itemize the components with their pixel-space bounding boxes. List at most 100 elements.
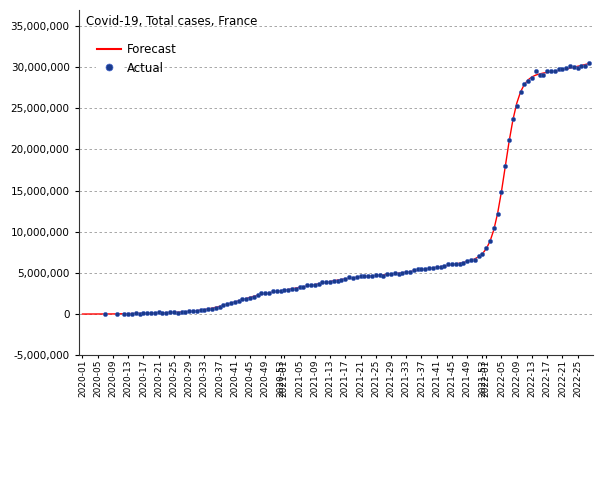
Actual xyxy=(374,272,384,279)
Actual xyxy=(180,309,190,316)
Forecast xyxy=(204,306,212,312)
Actual xyxy=(257,289,266,297)
Actual xyxy=(386,270,396,277)
Actual xyxy=(554,65,563,72)
Actual xyxy=(241,295,251,302)
Actual xyxy=(272,288,281,295)
Actual xyxy=(523,77,533,84)
Actual xyxy=(223,300,232,308)
Actual xyxy=(325,278,335,286)
Actual xyxy=(432,264,442,271)
Actual xyxy=(428,264,438,272)
Actual xyxy=(154,309,163,316)
Actual xyxy=(577,62,586,70)
Actual xyxy=(565,62,575,70)
Actual xyxy=(295,283,304,291)
Actual xyxy=(318,278,327,286)
Text: Covid-19, Total cases, France: Covid-19, Total cases, France xyxy=(87,15,258,28)
Actual xyxy=(485,237,495,245)
Actual xyxy=(459,259,468,267)
Actual xyxy=(283,286,293,293)
Actual xyxy=(238,295,247,303)
Actual xyxy=(455,260,465,267)
Actual xyxy=(367,272,377,279)
Actual xyxy=(100,310,110,318)
Actual xyxy=(500,162,510,170)
Forecast xyxy=(189,308,197,314)
Actual xyxy=(123,310,133,317)
Actual xyxy=(306,282,316,289)
Actual xyxy=(584,60,594,67)
Actual xyxy=(344,274,354,281)
Actual xyxy=(512,102,522,109)
Actual xyxy=(520,81,529,88)
Actual xyxy=(200,306,209,314)
Actual xyxy=(249,293,259,301)
Actual xyxy=(264,289,274,297)
Actual xyxy=(336,276,346,283)
Actual xyxy=(280,286,289,294)
Actual xyxy=(474,252,483,260)
Actual xyxy=(538,71,548,79)
Actual xyxy=(158,309,168,316)
Actual xyxy=(310,282,319,289)
Actual xyxy=(542,67,552,75)
Actual xyxy=(268,288,278,295)
Actual xyxy=(515,88,525,96)
Actual xyxy=(169,309,178,316)
Actual xyxy=(341,276,350,283)
Forecast xyxy=(105,311,113,317)
Actual xyxy=(390,270,400,277)
Actual xyxy=(261,289,270,297)
Forecast xyxy=(586,61,593,67)
Actual xyxy=(150,310,160,317)
Actual xyxy=(573,64,583,72)
Actual xyxy=(451,260,460,268)
Actual xyxy=(439,262,449,270)
Actual xyxy=(287,285,297,293)
Actual xyxy=(443,260,453,268)
Actual xyxy=(253,291,263,299)
Actual xyxy=(379,272,388,280)
Actual xyxy=(185,307,194,315)
Actual xyxy=(462,257,472,265)
Actual xyxy=(298,283,308,290)
Actual xyxy=(230,298,240,305)
Actual xyxy=(356,272,365,280)
Actual xyxy=(192,307,201,315)
Actual xyxy=(142,309,152,317)
Actual xyxy=(234,297,243,305)
Actual xyxy=(482,244,491,252)
Actual xyxy=(188,307,198,315)
Actual xyxy=(291,285,301,293)
Actual xyxy=(211,304,221,312)
Actual xyxy=(203,305,213,312)
Actual xyxy=(420,265,430,273)
Actual xyxy=(333,277,342,285)
Forecast xyxy=(79,311,86,317)
Actual xyxy=(497,188,506,195)
Actual xyxy=(447,260,457,268)
Actual xyxy=(580,62,590,70)
Actual xyxy=(131,310,140,317)
Actual xyxy=(394,270,404,277)
Actual xyxy=(162,309,171,317)
Actual xyxy=(165,308,175,316)
Actual xyxy=(436,263,445,271)
Actual xyxy=(504,136,514,144)
Forecast xyxy=(555,68,562,73)
Actual xyxy=(276,287,286,295)
Forecast xyxy=(551,68,558,74)
Actual xyxy=(112,310,122,318)
Actual xyxy=(493,210,503,217)
Actual xyxy=(569,63,579,71)
Actual xyxy=(139,309,148,317)
Actual xyxy=(146,309,156,317)
Actual xyxy=(397,269,407,276)
Actual xyxy=(348,274,358,282)
Actual xyxy=(561,64,571,72)
Actual xyxy=(352,274,362,281)
Actual xyxy=(409,266,419,274)
Actual xyxy=(302,282,312,289)
Actual xyxy=(546,68,556,75)
